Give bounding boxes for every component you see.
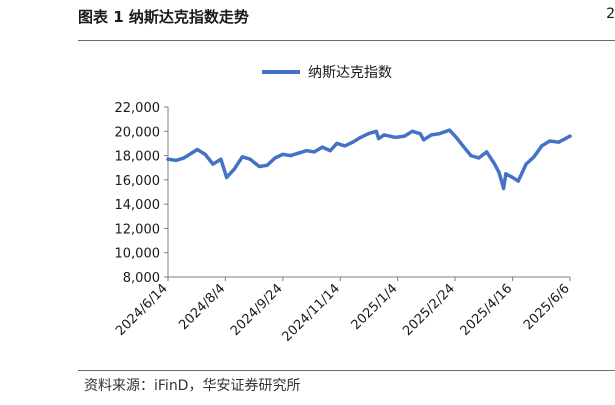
data-point <box>502 186 506 190</box>
y-tick-label: 18,000 <box>115 150 161 165</box>
data-point <box>568 134 572 138</box>
y-tick-label: 14,000 <box>115 198 161 213</box>
data-point <box>516 179 520 183</box>
data-point <box>211 162 215 166</box>
data-point <box>320 145 324 149</box>
data-point <box>182 156 186 160</box>
data-point <box>335 141 339 145</box>
data-point <box>174 158 178 162</box>
source-note: 资料来源：iFinD，华安证券研究所 <box>84 378 301 394</box>
data-point <box>257 164 261 169</box>
data-point <box>265 163 269 167</box>
data-point <box>461 144 465 148</box>
data-point <box>563 137 568 141</box>
data-point <box>393 135 398 139</box>
figure-title: 图表 1 纳斯达克指数走势 <box>78 8 249 26</box>
bottom-divider <box>78 370 615 371</box>
data-point <box>190 151 194 155</box>
legend-label: 纳斯达克指数 <box>308 65 392 81</box>
data-point <box>304 149 309 153</box>
y-tick-label: 22,000 <box>115 101 161 116</box>
data-point <box>557 140 561 144</box>
data-point <box>454 135 458 139</box>
legend: 纳斯达克指数 <box>262 65 392 81</box>
data-point <box>366 132 370 136</box>
data-point <box>225 175 229 179</box>
data-point <box>422 138 426 142</box>
data-point <box>410 129 414 133</box>
data-point <box>281 152 285 156</box>
y-tick-label: 12,000 <box>115 222 161 237</box>
data-point <box>510 175 515 179</box>
data-point <box>477 156 481 160</box>
x-tick-label: 2025/4/16 <box>458 281 516 339</box>
data-point <box>377 137 381 141</box>
y-tick-label: 20,000 <box>115 125 161 140</box>
data-point <box>493 162 497 166</box>
data-point <box>382 133 386 137</box>
data-point <box>524 162 528 166</box>
data-point <box>497 171 501 175</box>
page-marker: 2 <box>606 6 615 22</box>
data-point <box>240 155 244 159</box>
plot-area <box>166 128 572 191</box>
y-tick-label: 10,000 <box>115 247 161 262</box>
data-point <box>374 129 378 133</box>
top-divider <box>78 40 615 41</box>
data-point <box>343 144 347 148</box>
data-point <box>273 156 277 160</box>
data-point <box>359 135 363 139</box>
y-axis: 8,000 10,000 12,000 14,000 16,000 18,000 20,00… <box>115 101 169 286</box>
y-tick-label: 8,000 <box>123 271 160 286</box>
data-point <box>328 149 332 153</box>
series-line <box>166 128 572 191</box>
data-point <box>312 150 316 154</box>
data-point <box>504 172 508 176</box>
data-point <box>469 154 473 158</box>
x-tick-label: 2024/6/14 <box>113 281 171 339</box>
x-tick-label: 2025/6/6 <box>521 281 573 333</box>
data-point <box>437 132 441 136</box>
data-point <box>203 152 207 156</box>
data-point <box>447 128 452 132</box>
y-tick-label: 16,000 <box>115 174 161 189</box>
data-point <box>418 132 422 136</box>
data-point <box>402 134 407 138</box>
data-point <box>289 154 293 158</box>
data-point <box>532 155 536 159</box>
data-point <box>232 167 236 171</box>
data-point <box>485 150 489 154</box>
x-tick-label: 2024/11/14 <box>280 281 344 345</box>
x-tick-label: 2025/2/24 <box>400 281 458 339</box>
x-tick-label: 2025/1/4 <box>349 281 401 333</box>
x-tick-label: 2024/9/24 <box>228 281 286 339</box>
data-point <box>351 140 355 144</box>
data-point <box>540 144 544 148</box>
data-point <box>166 157 170 161</box>
data-point <box>548 139 552 143</box>
data-point <box>195 147 199 152</box>
data-point <box>248 157 252 161</box>
data-point <box>429 133 434 137</box>
x-tick-label: 2024/8/4 <box>176 281 228 333</box>
data-point <box>297 151 301 155</box>
data-point <box>219 157 223 161</box>
